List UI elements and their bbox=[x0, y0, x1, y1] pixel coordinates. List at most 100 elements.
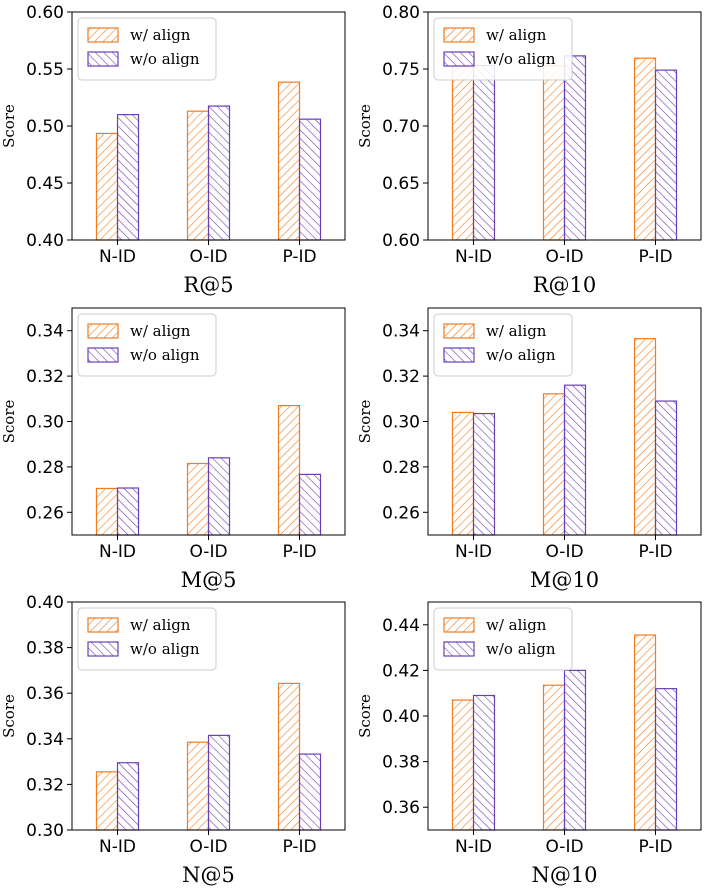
legend-swatch-w-align bbox=[87, 27, 119, 43]
x-tick-label: O-ID bbox=[545, 542, 583, 562]
y-tick-label: 0.42 bbox=[382, 661, 420, 681]
x-axis-label: M@5 bbox=[181, 568, 237, 592]
y-tick-label: 0.38 bbox=[382, 753, 420, 773]
bar-o-id-w-align bbox=[186, 110, 210, 241]
y-tick-label: 0.32 bbox=[26, 775, 64, 795]
y-tick-label: 0.40 bbox=[26, 231, 64, 251]
legend-label-wo-align: w/o align bbox=[486, 640, 556, 658]
bar-p-id-wo-align bbox=[298, 473, 322, 536]
y-axis-label: Score bbox=[0, 694, 18, 738]
legend-swatch-wo-align bbox=[443, 347, 475, 363]
legend-label-wo-align: w/o align bbox=[130, 50, 200, 68]
x-tick-label: P-ID bbox=[638, 247, 672, 267]
y-tick-label: 0.32 bbox=[382, 367, 420, 387]
legend-swatch-w-align bbox=[443, 323, 475, 339]
y-tick-label: 0.75 bbox=[382, 60, 420, 80]
y-axis-label: Score bbox=[0, 400, 18, 444]
bar-o-id-w-align bbox=[542, 393, 566, 536]
chart-panel-5: N-ID O-ID P-ID 0.30 0.32 0.34 0.36 0.38 0.40 Scor… bbox=[0, 593, 346, 887]
y-tick-label: 0.30 bbox=[26, 821, 64, 841]
bar-n-id-wo-align bbox=[116, 113, 140, 241]
chart-panel-1: N-ID O-ID P-ID 0.40 0.45 0.50 0.55 0.60 Score R@5… bbox=[0, 3, 346, 297]
y-tick-label: 0.65 bbox=[382, 174, 420, 194]
y-tick-label: 0.34 bbox=[26, 730, 64, 750]
legend-swatch-wo-align bbox=[87, 51, 119, 67]
y-axis-label: Score bbox=[356, 400, 374, 444]
y-tick-label: 0.40 bbox=[382, 707, 420, 727]
y-tick-label: 0.34 bbox=[382, 322, 420, 342]
legend-swatch-w-align bbox=[87, 323, 119, 339]
y-tick-label: 0.30 bbox=[26, 413, 64, 433]
y-tick-label: 0.28 bbox=[382, 458, 420, 478]
y-tick-label: 0.36 bbox=[382, 798, 420, 818]
bar-p-id-w-align bbox=[277, 682, 301, 831]
bar-n-id-wo-align bbox=[472, 694, 496, 831]
legend-label-wo-align: w/o align bbox=[486, 346, 556, 364]
bar-n-id-w-align bbox=[95, 132, 119, 241]
legend-label-w-align: w/ align bbox=[486, 322, 547, 340]
x-tick-label: N-ID bbox=[99, 542, 136, 562]
y-tick-label: 0.44 bbox=[382, 616, 420, 636]
bar-o-id-wo-align bbox=[207, 734, 231, 831]
y-tick-label: 0.30 bbox=[382, 413, 420, 433]
y-tick-label: 0.60 bbox=[382, 231, 420, 251]
chart-panel-3: N-ID O-ID P-ID 0.26 0.28 0.30 0.32 0.34 Score M@5… bbox=[0, 307, 346, 592]
bar-n-id-w-align bbox=[95, 487, 119, 536]
plot-frame bbox=[427, 307, 702, 536]
x-axis-label: N@10 bbox=[531, 863, 597, 887]
legend-swatch-w-align bbox=[87, 617, 119, 633]
legend-label-wo-align: w/o align bbox=[486, 50, 556, 68]
legend-swatch-w-align bbox=[443, 617, 475, 633]
y-tick-label: 0.60 bbox=[26, 3, 64, 23]
x-tick-label: O-ID bbox=[545, 247, 583, 267]
y-tick-label: 0.40 bbox=[26, 593, 64, 613]
y-axis-label: Score bbox=[356, 104, 374, 148]
x-axis-label: M@10 bbox=[530, 568, 599, 592]
bar-o-id-w-align bbox=[542, 64, 566, 241]
chart-panel-6: N-ID O-ID P-ID 0.36 0.38 0.40 0.42 0.44 Score N@1… bbox=[356, 601, 702, 887]
y-tick-label: 0.26 bbox=[26, 503, 64, 523]
x-axis-label: N@5 bbox=[182, 863, 235, 887]
bar-p-id-wo-align bbox=[654, 69, 678, 241]
legend-label-wo-align: w/o align bbox=[130, 346, 200, 364]
y-tick-label: 0.34 bbox=[26, 322, 64, 342]
legend-swatch-wo-align bbox=[443, 641, 475, 657]
x-tick-label: P-ID bbox=[282, 837, 316, 857]
bar-o-id-w-align bbox=[542, 684, 566, 831]
y-tick-label: 0.55 bbox=[26, 60, 64, 80]
plot-frame bbox=[71, 11, 346, 241]
plot-frame bbox=[71, 601, 346, 831]
y-tick-label: 0.32 bbox=[26, 367, 64, 387]
x-tick-label: N-ID bbox=[455, 542, 492, 562]
bar-p-id-wo-align bbox=[654, 400, 678, 536]
y-tick-label: 0.50 bbox=[26, 117, 64, 137]
legend-swatch-w-align bbox=[443, 27, 475, 43]
chart-panel-2: N-ID O-ID P-ID 0.60 0.65 0.70 0.75 0.80 Score R@1… bbox=[356, 3, 702, 297]
bar-o-id-wo-align bbox=[563, 55, 587, 241]
x-tick-label: N-ID bbox=[99, 837, 136, 857]
bar-n-id-w-align bbox=[451, 699, 475, 831]
y-axis-label: Score bbox=[356, 694, 374, 738]
legend-label-wo-align: w/o align bbox=[130, 640, 200, 658]
bar-o-id-wo-align bbox=[207, 105, 231, 241]
y-tick-label: 0.45 bbox=[26, 174, 64, 194]
x-tick-label: N-ID bbox=[99, 247, 136, 267]
bar-n-id-wo-align bbox=[472, 412, 496, 536]
legend-swatch-wo-align bbox=[443, 51, 475, 67]
bar-p-id-w-align bbox=[633, 57, 657, 241]
x-tick-label: P-ID bbox=[282, 247, 316, 267]
bar-p-id-w-align bbox=[277, 81, 301, 241]
bar-o-id-wo-align bbox=[563, 384, 587, 536]
y-tick-label: 0.38 bbox=[26, 639, 64, 659]
x-tick-label: O-ID bbox=[545, 837, 583, 857]
y-axis-label: Score bbox=[0, 104, 18, 148]
plot-frame bbox=[427, 11, 702, 241]
bar-p-id-wo-align bbox=[298, 118, 322, 241]
x-tick-label: O-ID bbox=[189, 837, 227, 857]
legend-swatch-wo-align bbox=[87, 347, 119, 363]
bar-n-id-w-align bbox=[451, 411, 475, 536]
legend-label-w-align: w/ align bbox=[130, 616, 191, 634]
bar-n-id-wo-align bbox=[116, 762, 140, 831]
y-tick-label: 0.36 bbox=[26, 684, 64, 704]
bar-n-id-w-align bbox=[95, 771, 119, 831]
